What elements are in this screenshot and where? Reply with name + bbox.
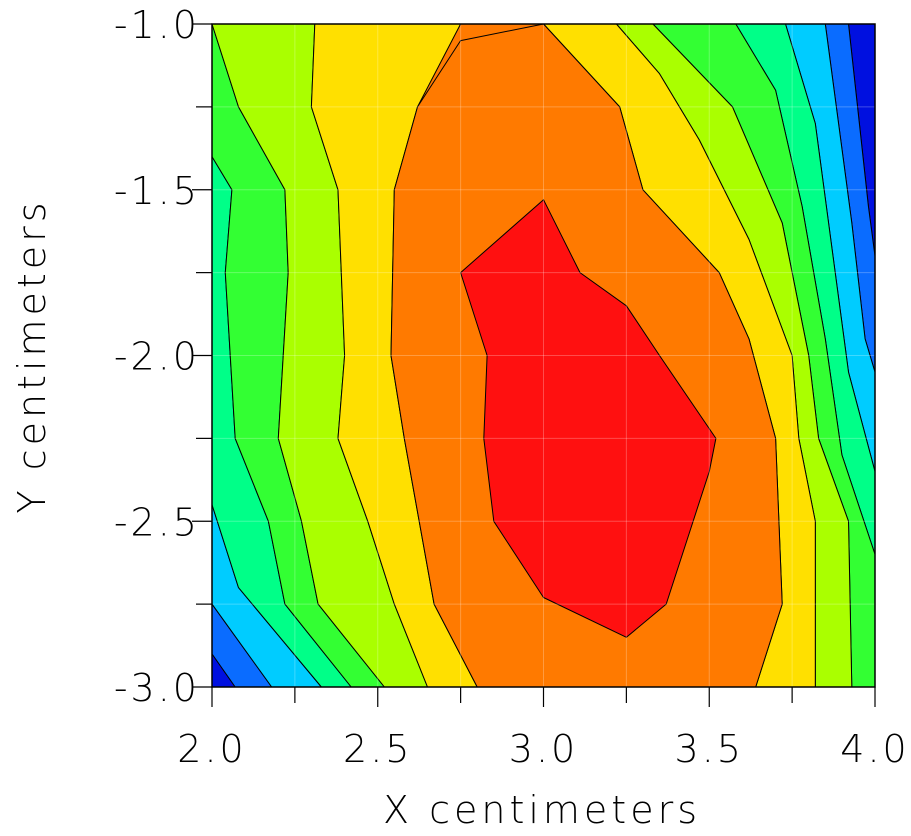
grid-lines — [212, 24, 875, 687]
y-tick-label: -3.0 — [114, 666, 200, 710]
y-tick-label: -1.5 — [114, 169, 200, 213]
y-tick-label: -2.5 — [114, 500, 200, 544]
x-tick-label: 3.5 — [675, 727, 744, 771]
x-axis-label: X centimeters — [383, 788, 701, 832]
x-tick-label: 2.0 — [177, 727, 246, 771]
y-tick-labels: -1.0 -1.5 -2.0 -2.5 -3.0 — [114, 3, 200, 710]
y-tick-label: -2.0 — [114, 335, 200, 379]
x-tick-label: 3.0 — [509, 727, 578, 771]
y-tick-label: -1.0 — [114, 3, 200, 47]
x-tick-label: 2.5 — [343, 727, 412, 771]
contour-band-level-8 — [460, 199, 717, 638]
contour-regions — [211, 23, 876, 688]
y-axis-label: Y centimeters — [10, 198, 54, 513]
axis-ticks — [192, 23, 876, 707]
x-tick-label: 4.0 — [840, 727, 909, 771]
x-tick-labels: 2.0 2.5 3.0 3.5 4.0 — [177, 727, 909, 771]
